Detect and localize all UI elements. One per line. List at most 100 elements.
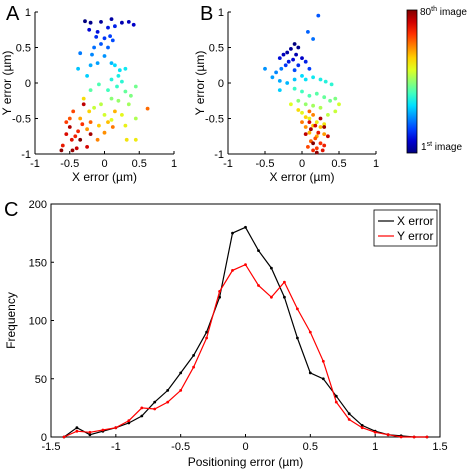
- scatter-point: [123, 89, 128, 94]
- scatter-point: [323, 79, 328, 84]
- x-tick-label: 0: [299, 158, 305, 170]
- y-tick-label: 100: [29, 316, 47, 328]
- x-tick-label: 0: [242, 441, 248, 453]
- scatter-point: [277, 88, 282, 92]
- x-tick-label: -0.5: [256, 158, 275, 170]
- scatter-point: [116, 98, 121, 103]
- scatter-point: [318, 141, 323, 146]
- scatter-point: [126, 20, 131, 24]
- series-point: [127, 421, 131, 425]
- x-tick-label: 0.5: [331, 158, 346, 170]
- series-point: [166, 389, 170, 392]
- panel-letter-a: A: [6, 3, 20, 25]
- series-point: [425, 435, 429, 439]
- scatter-point: [88, 120, 93, 124]
- scatter-point: [313, 123, 318, 128]
- y-tick-label: 1: [218, 7, 224, 19]
- scatter-point: [300, 120, 304, 124]
- scatter-point: [81, 102, 86, 107]
- scatter-point: [313, 136, 318, 141]
- scatter-point: [85, 74, 89, 78]
- series-point: [283, 295, 286, 299]
- x-tick-label: -0.5: [171, 441, 190, 453]
- scatter-point: [311, 103, 315, 108]
- scatter-point: [76, 66, 80, 71]
- legend-label: Y error: [397, 229, 433, 243]
- colorbar-bottom-label: 1st image: [421, 141, 462, 153]
- series-line: [63, 226, 427, 438]
- series-point: [205, 330, 209, 334]
- scatter-point: [309, 127, 313, 132]
- scatter-point: [303, 77, 308, 82]
- scatter-point: [263, 66, 267, 71]
- scatter-point: [120, 79, 124, 84]
- scatter-point: [306, 30, 310, 34]
- series-point: [283, 280, 286, 284]
- scatter-point: [270, 75, 275, 80]
- scatter-point: [328, 98, 332, 103]
- series-point: [192, 365, 196, 369]
- x-tick-label: 1: [372, 441, 378, 453]
- scatter-point: [311, 37, 315, 41]
- x-tick-label: 1: [171, 158, 177, 170]
- x-tick-label: -1: [111, 441, 121, 453]
- series-point: [386, 433, 390, 437]
- scatter-point: [116, 74, 121, 78]
- scatter-point: [318, 125, 323, 129]
- scatter-point: [277, 79, 282, 83]
- scatter-point: [322, 125, 327, 129]
- y-axis-label: Frequency: [4, 292, 18, 349]
- scatter-point: [307, 93, 312, 98]
- scatter-point: [274, 70, 278, 75]
- scatter-point: [300, 89, 304, 94]
- scatter-point: [314, 146, 319, 151]
- y-tick-label: 0.5: [16, 43, 31, 55]
- scatter-point: [109, 118, 114, 122]
- y-tick-label: -1: [21, 149, 31, 161]
- scatter-point: [60, 143, 65, 148]
- scatter-point: [94, 35, 99, 39]
- legend-box: [373, 209, 438, 247]
- scatter-point: [102, 130, 107, 135]
- scatter-point: [78, 51, 83, 56]
- scatter-point: [307, 116, 312, 121]
- scatter-point: [123, 66, 128, 71]
- scatter-point: [123, 123, 128, 128]
- series-point: [88, 430, 92, 434]
- scatter-point: [279, 66, 284, 71]
- scatter-point: [318, 105, 323, 110]
- scatter-point: [292, 86, 297, 91]
- scatter-point: [106, 45, 110, 50]
- scatter-point: [108, 34, 112, 38]
- scatter-point: [129, 93, 133, 98]
- scatter-point: [109, 96, 114, 101]
- series-point: [231, 231, 234, 235]
- scatter-point: [115, 84, 119, 89]
- scatter-point: [300, 56, 304, 60]
- colorbar: 80th image 1st image: [406, 6, 467, 154]
- scatter-point: [74, 146, 79, 151]
- series-point: [140, 414, 144, 418]
- scatter-point: [337, 102, 341, 107]
- scatter-point: [322, 132, 327, 137]
- y-tick-label: 50: [35, 374, 47, 386]
- scatter-point: [67, 116, 72, 121]
- series-point: [101, 428, 105, 432]
- scatter-point: [64, 132, 69, 137]
- series-point: [360, 424, 364, 427]
- scatter-point: [99, 102, 103, 107]
- series-point: [244, 263, 247, 266]
- scatter-point: [88, 63, 93, 68]
- y-tick-label: 0: [41, 432, 47, 444]
- series-point: [257, 284, 260, 287]
- scatter-point: [320, 148, 325, 153]
- scatter-point: [113, 24, 117, 29]
- scatter-point: [322, 95, 327, 100]
- scatter-point: [95, 61, 100, 65]
- scatter-point: [106, 25, 110, 30]
- y-tick-label: -0.5: [12, 114, 31, 126]
- scatter-point: [126, 102, 131, 107]
- scatter-point: [329, 82, 334, 87]
- legend-label: X error: [397, 214, 434, 228]
- y-tick-label: 0: [218, 78, 224, 90]
